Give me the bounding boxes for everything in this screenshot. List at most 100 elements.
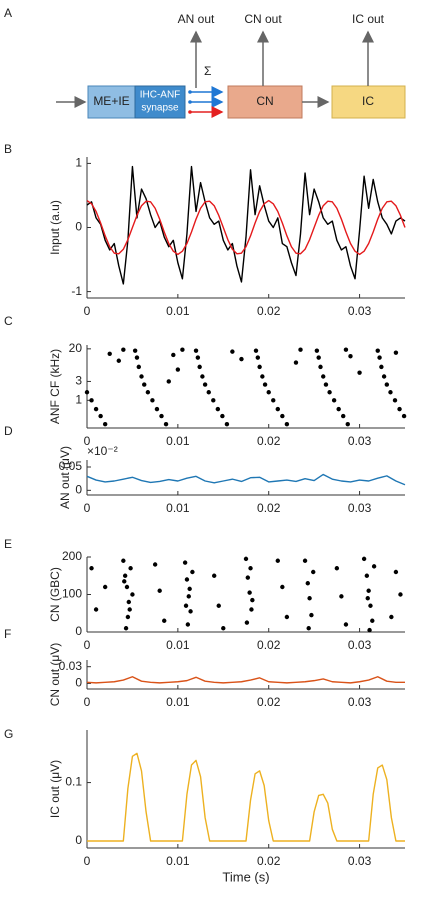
x-axis-label: Time (s) [222, 869, 269, 884]
spike-dot [127, 607, 132, 612]
spike-dot [220, 413, 225, 419]
spike-dot [253, 348, 259, 353]
sum-symbol: Σ [204, 64, 211, 78]
spike-dot [345, 421, 350, 427]
spike-dot [215, 406, 221, 412]
spike-dot [393, 569, 399, 575]
output-label: CN out [244, 12, 282, 26]
x-tick-label: 0.02 [257, 854, 281, 868]
spike-dot [398, 592, 403, 597]
spike-dot [377, 355, 382, 360]
spike-dot [271, 398, 276, 403]
x-tick-label: 0.02 [257, 695, 281, 709]
spike-dot [212, 573, 217, 578]
spike-dot [331, 398, 337, 403]
spike-dot [316, 355, 321, 360]
line-series [87, 752, 405, 842]
spike-dot [365, 596, 370, 601]
spike-dot [123, 626, 129, 631]
spike-dot [200, 374, 205, 379]
y-axis-label: CN out (μV) [48, 643, 62, 707]
y-tick-label: 0 [75, 676, 82, 690]
spike-dot [239, 356, 244, 362]
y-tick-label: 200 [62, 549, 82, 563]
spike-dot [130, 592, 135, 597]
spike-dot [298, 347, 303, 352]
spike-dot [166, 379, 171, 384]
spike-dot [275, 406, 280, 412]
x-tick-label: 0 [84, 854, 91, 868]
spike-dot [379, 364, 384, 370]
x-tick-label: 0.01 [166, 854, 190, 868]
diagram: A ME+IE IHC-ANF synapse AN out Σ CN CN o… [4, 6, 406, 119]
spike-dot [122, 573, 128, 578]
spike-dot [321, 374, 326, 379]
output-label: AN out [178, 12, 215, 26]
spike-dot [206, 390, 211, 395]
spike-dot [334, 566, 340, 571]
x-tick-label: 0 [84, 304, 91, 318]
spike-dot [370, 618, 375, 623]
y-axis-label: AN out (μV) [58, 446, 72, 509]
panel-label: G [4, 727, 13, 741]
panel-label: E [4, 537, 12, 551]
spike-dot [142, 382, 147, 387]
spike-dot [364, 573, 370, 578]
x-tick-label: 0.02 [257, 434, 281, 448]
spike-dot [182, 560, 188, 565]
spike-dot [180, 347, 185, 352]
y-tick-label: 0 [75, 833, 82, 847]
spike-dot [124, 584, 130, 590]
spike-dot [221, 626, 226, 631]
spike-dot [392, 398, 398, 403]
line-series [86, 199, 406, 256]
spike-dot [323, 382, 329, 387]
y-axis-label: Input (a.u) [48, 200, 62, 255]
spike-dot [197, 364, 202, 370]
spike-dot [244, 620, 250, 625]
spike-dot [381, 374, 387, 379]
spike-dot [343, 347, 349, 352]
spike-dot [185, 622, 191, 627]
spike-dot [186, 594, 191, 599]
spike-dot [293, 360, 299, 365]
x-tick-label: 0.03 [348, 501, 372, 515]
box-label: ME+IE [93, 94, 129, 108]
spike-dot [145, 390, 151, 395]
spike-dot [93, 406, 99, 412]
spike-dot [248, 566, 253, 571]
spike-dot [134, 355, 140, 360]
spike-dot [190, 569, 195, 575]
spike-dot [122, 579, 127, 584]
spike-dot [314, 348, 320, 353]
y-tick-label: 0 [75, 483, 82, 497]
box-label: CN [256, 94, 273, 108]
x-tick-label: 0.01 [166, 434, 190, 448]
spike-dot [327, 390, 332, 395]
spike-dot [384, 382, 390, 387]
spike-dot [89, 566, 94, 571]
spike-dot [211, 398, 216, 403]
spike-dot [93, 607, 99, 612]
spike-dot [361, 556, 367, 562]
x-tick-label: 0 [84, 695, 91, 709]
y-tick-label: 0 [75, 624, 82, 638]
spike-dot [343, 622, 349, 627]
spike-dot [157, 588, 162, 593]
spike-dot [154, 406, 160, 412]
spike-dot [280, 584, 285, 590]
spike-dot [128, 566, 133, 571]
spike-dot [368, 603, 373, 608]
spike-dot [126, 599, 131, 605]
spike-dot [250, 597, 255, 603]
spike-dot [243, 556, 249, 562]
spike-dot [284, 614, 290, 620]
x-tick-label: 0 [84, 638, 91, 652]
spike-dot [339, 594, 344, 599]
spike-dot [366, 588, 371, 593]
y-axis-label: CN (GBC) [48, 567, 62, 622]
spike-dot [280, 413, 285, 419]
spike-dot [388, 390, 393, 395]
line-series [86, 676, 405, 684]
spike-dot [216, 603, 221, 608]
